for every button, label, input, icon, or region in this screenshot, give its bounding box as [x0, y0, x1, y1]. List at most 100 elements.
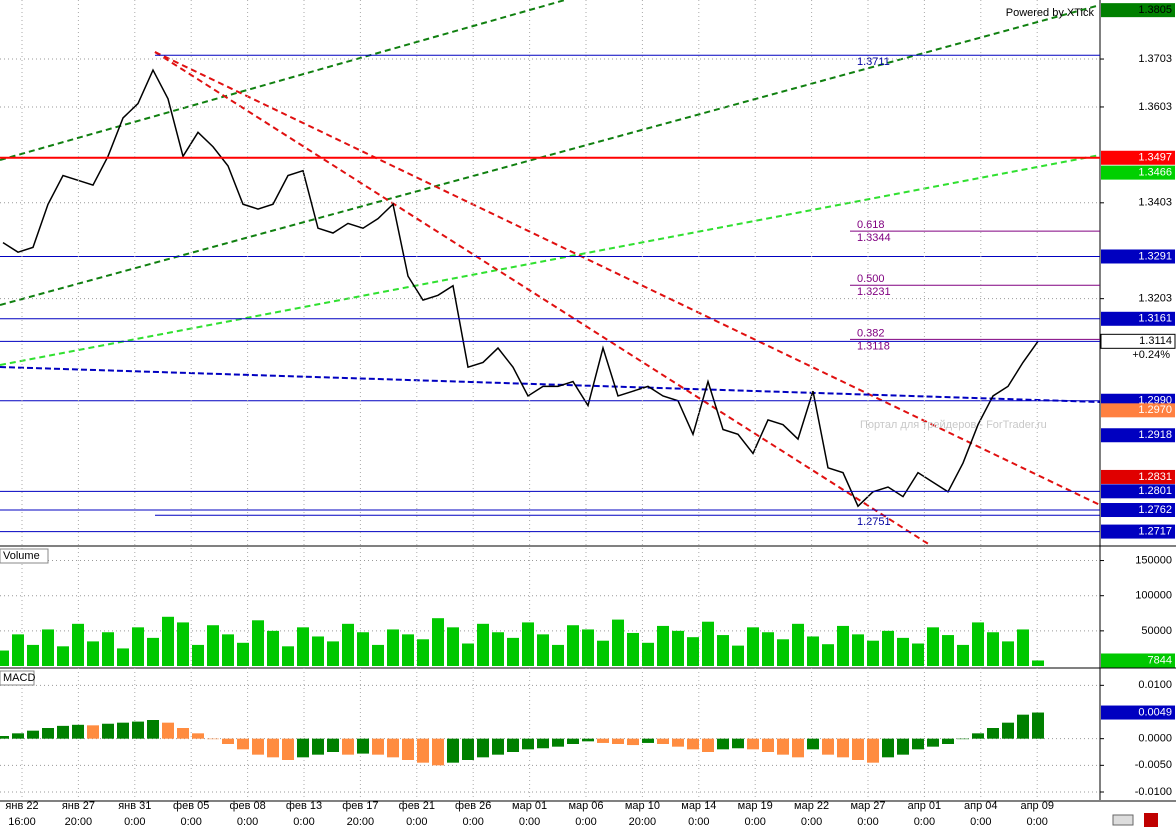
- x-tick-label: фев 13: [286, 800, 322, 812]
- bar: [852, 738, 864, 760]
- bar: [327, 641, 339, 666]
- price-line: [2, 68, 1039, 508]
- bar: [402, 634, 414, 666]
- scroll-icon[interactable]: [1112, 814, 1134, 826]
- bar: [477, 623, 489, 666]
- bar: [147, 637, 159, 666]
- bar: [702, 621, 714, 666]
- bar: [282, 646, 294, 666]
- bar: [357, 632, 369, 666]
- x-tick-label: мар 14: [681, 800, 716, 812]
- bar: [642, 642, 654, 666]
- price-box: [1101, 249, 1175, 264]
- x-tick-label: фев 05: [173, 800, 209, 812]
- panel-title-box: [0, 670, 35, 686]
- x-tick-label: мар 10: [625, 800, 660, 812]
- change-label: +0.24%: [1132, 349, 1170, 361]
- bar: [462, 738, 474, 760]
- bar: [897, 637, 909, 666]
- bar: [567, 738, 579, 744]
- fib-ratio: 0.618: [857, 219, 885, 231]
- bar: [552, 644, 564, 666]
- panel-title-box: [0, 548, 49, 564]
- bar: [717, 635, 729, 666]
- x-sublabel: 0:00: [914, 816, 935, 828]
- bar: [207, 738, 219, 740]
- bar: [1002, 641, 1014, 666]
- bar: [702, 738, 714, 752]
- x-tick-label: янв 27: [62, 800, 95, 812]
- bar: [672, 630, 684, 666]
- x-sublabel: 0:00: [406, 816, 427, 828]
- bar: [132, 627, 144, 666]
- y-tick-label: 1.3703: [1138, 53, 1172, 65]
- bar: [912, 738, 924, 750]
- bar: [162, 722, 174, 739]
- bar: [822, 738, 834, 755]
- bar: [282, 738, 294, 760]
- bar: [252, 620, 264, 666]
- price-box: [1101, 469, 1175, 484]
- price-box: [1101, 484, 1175, 499]
- bar: [72, 724, 84, 739]
- x-sublabel: 0:00: [519, 816, 540, 828]
- y-tick-label: 50000: [1141, 625, 1172, 637]
- price-box-label: 1.3114: [1139, 335, 1172, 347]
- bar: [627, 738, 639, 746]
- x-tick-label: фев 08: [229, 800, 265, 812]
- bar: [222, 738, 234, 744]
- bar: [1032, 712, 1044, 739]
- bar: [177, 622, 189, 666]
- bar: [747, 627, 759, 666]
- bar: [867, 738, 879, 763]
- y-tick-label: 0.0100: [1138, 679, 1172, 691]
- x-sublabel: 0:00: [801, 816, 822, 828]
- price-box: [1101, 524, 1175, 539]
- x-tick-label: апр 01: [908, 800, 941, 812]
- x-sublabel: 20:00: [629, 816, 657, 828]
- credit: Powered by XTick: [1006, 7, 1095, 19]
- x-sublabel: 0:00: [124, 816, 145, 828]
- x-sublabel: 0:00: [575, 816, 596, 828]
- y-tick-label: -0.0100: [1135, 786, 1172, 798]
- bar: [237, 642, 249, 666]
- bar: [222, 634, 234, 666]
- x-sublabel: 0:00: [180, 816, 201, 828]
- price-box: [1100, 333, 1176, 349]
- price-box: [1101, 165, 1175, 180]
- price-box-label: 1.2918: [1138, 429, 1172, 441]
- bar: [672, 738, 684, 747]
- exit-icon[interactable]: [1144, 813, 1158, 827]
- bar: [882, 630, 894, 666]
- bar: [822, 644, 834, 666]
- bar: [357, 738, 369, 754]
- bar: [852, 634, 864, 666]
- mark-label: 1.3711: [857, 56, 890, 68]
- bar: [372, 644, 384, 666]
- x-sublabel: 20:00: [347, 816, 375, 828]
- bar: [837, 625, 849, 666]
- bar: [42, 629, 54, 666]
- x-tick-label: мар 01: [512, 800, 547, 812]
- bar: [642, 738, 654, 743]
- bar: [1002, 722, 1014, 739]
- bar: [507, 637, 519, 666]
- price-box-label: 1.3291: [1138, 250, 1172, 262]
- x-sublabel: 0:00: [1026, 816, 1047, 828]
- fib-price: 1.3344: [857, 232, 891, 244]
- bar: [657, 625, 669, 666]
- price-box-label: 1.2831: [1138, 471, 1172, 483]
- bar: [567, 625, 579, 666]
- price-box-label: 1.2717: [1138, 525, 1172, 537]
- last-value-box: [1101, 653, 1175, 668]
- bar: [462, 643, 474, 666]
- last-value-box: [1101, 705, 1175, 720]
- bar: [117, 648, 129, 666]
- bar: [792, 738, 804, 758]
- bar: [12, 733, 24, 739]
- bar: [297, 627, 309, 666]
- trend-line: [154, 51, 931, 546]
- price-box: [1101, 428, 1175, 443]
- bar: [762, 738, 774, 752]
- bar: [87, 641, 99, 666]
